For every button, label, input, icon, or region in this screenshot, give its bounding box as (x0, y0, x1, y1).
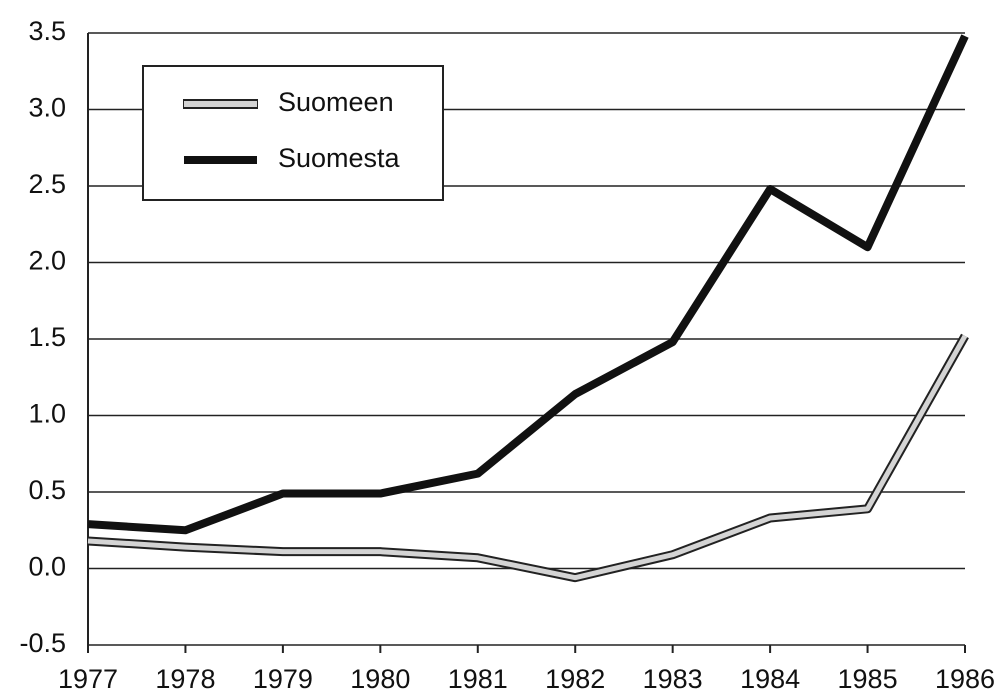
x-tick-label: 1983 (643, 664, 703, 694)
line-outline (87, 333, 969, 583)
legend-label: Suomesta (278, 143, 401, 173)
x-tick-label: 1977 (58, 664, 118, 694)
y-tick-label: -0.5 (19, 628, 66, 658)
legend-box (142, 65, 444, 201)
y-tick-label: 3.5 (28, 16, 66, 46)
x-tick-label: 1986 (935, 664, 995, 694)
x-tick-label: 1985 (838, 664, 898, 694)
y-tick-label: 3.0 (28, 93, 66, 123)
line (87, 34, 969, 535)
y-tick-label: 2.5 (28, 169, 66, 199)
x-tick-label: 1984 (740, 664, 800, 694)
x-tick-label: 1982 (545, 664, 605, 694)
y-tick-label: 2.0 (28, 246, 66, 276)
line (87, 334, 968, 581)
x-tick-label: 1979 (253, 664, 313, 694)
y-tick-label: 1.5 (28, 322, 66, 352)
y-tick-label: 0.0 (28, 552, 66, 582)
y-tick-label: 0.5 (28, 475, 66, 505)
x-tick-label: 1981 (448, 664, 508, 694)
y-tick-label: 1.0 (28, 399, 66, 429)
legend-label: Suomeen (278, 87, 394, 117)
x-tick-label: 1980 (350, 664, 410, 694)
x-tick-label: 1978 (155, 664, 215, 694)
